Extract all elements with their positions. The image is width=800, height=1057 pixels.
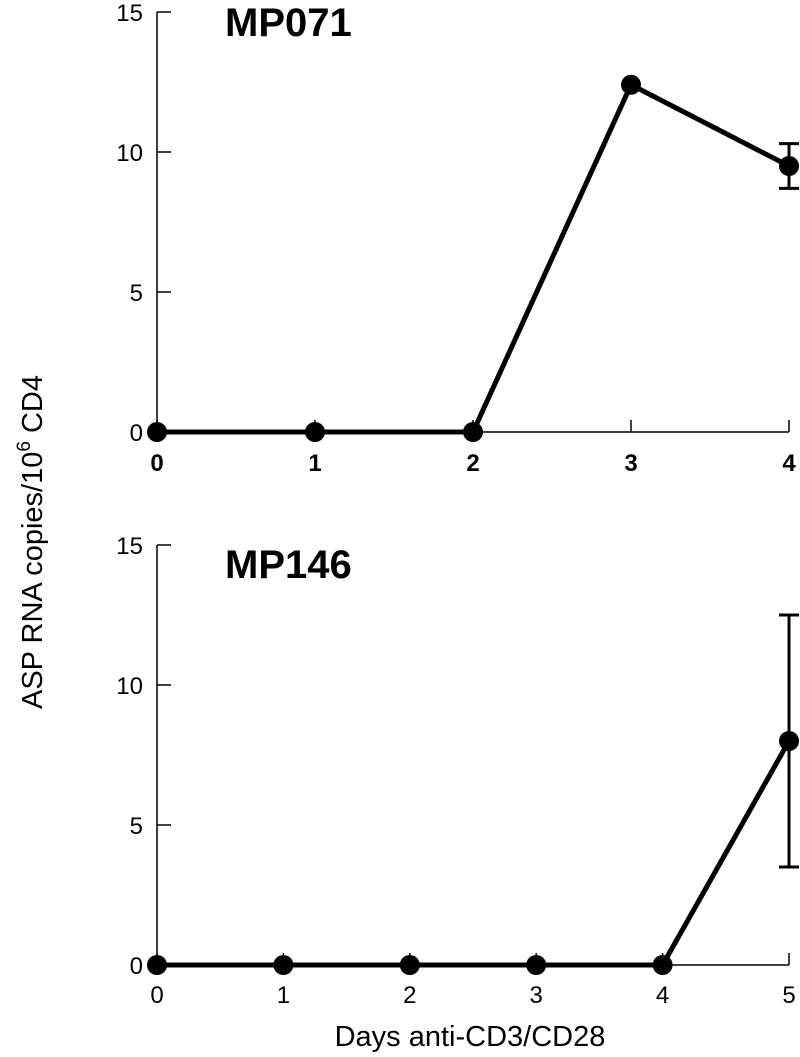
panel-title: MP146: [225, 543, 352, 587]
x-tick-label: 5: [782, 982, 795, 1009]
series-line: [157, 82, 791, 435]
y-tick-label: 0: [130, 953, 143, 980]
x-tick-label: 1: [277, 982, 290, 1009]
chart-marks: 0 5 10 15 0 1 2 3 4: [116, 0, 799, 477]
y-tick-label: 15: [116, 0, 143, 27]
x-tick-label: 2: [466, 450, 479, 477]
y-axis-label: ASP RNA copies/106 CD4: [14, 375, 49, 709]
y-axis-label-superscript: 6: [14, 441, 35, 452]
data-point: [399, 955, 420, 975]
y-axis-label-main: ASP RNA copies/10: [17, 452, 49, 709]
x-tick-label: 0: [150, 982, 163, 1009]
x-tick-label: 2: [403, 982, 416, 1009]
data-point: [621, 74, 641, 95]
y-tick-label: 15: [116, 533, 143, 560]
data-point: [526, 955, 547, 975]
chart-panel-mp071: MP071 0 5 10 15 0 1 2 3 4: [116, 0, 799, 477]
data-point: [779, 156, 799, 176]
data-point: [305, 422, 325, 442]
x-tick-label: 4: [656, 982, 669, 1009]
chart-marks: 0 5 10 15 0 1 2 3 4 5: [116, 533, 799, 1009]
y-axis-label-tail: CD4: [17, 375, 49, 441]
y-tick-label: 10: [116, 140, 143, 167]
data-point: [652, 955, 673, 975]
data-point: [147, 955, 167, 975]
panel-title: MP071: [225, 1, 352, 45]
y-tick-label: 5: [130, 813, 143, 840]
data-point: [463, 422, 483, 442]
y-tick-label: 10: [116, 673, 143, 700]
y-tick-label: 5: [130, 280, 143, 307]
data-point: [273, 955, 294, 975]
x-axis-label: Days anti-CD3/CD28: [335, 1021, 606, 1053]
data-point: [147, 422, 167, 442]
x-tick-label: 4: [782, 450, 796, 477]
data-point: [779, 731, 799, 751]
x-tick-label: 3: [530, 982, 543, 1009]
x-tick-label: 3: [624, 450, 637, 477]
x-tick-label: 0: [150, 450, 163, 477]
series-line: [157, 739, 792, 968]
x-tick-label: 1: [308, 450, 321, 477]
y-tick-label: 0: [130, 420, 143, 447]
chart-panel-mp146: MP146 0 5 10 15 0 1 2 3 4 5: [116, 533, 799, 1009]
